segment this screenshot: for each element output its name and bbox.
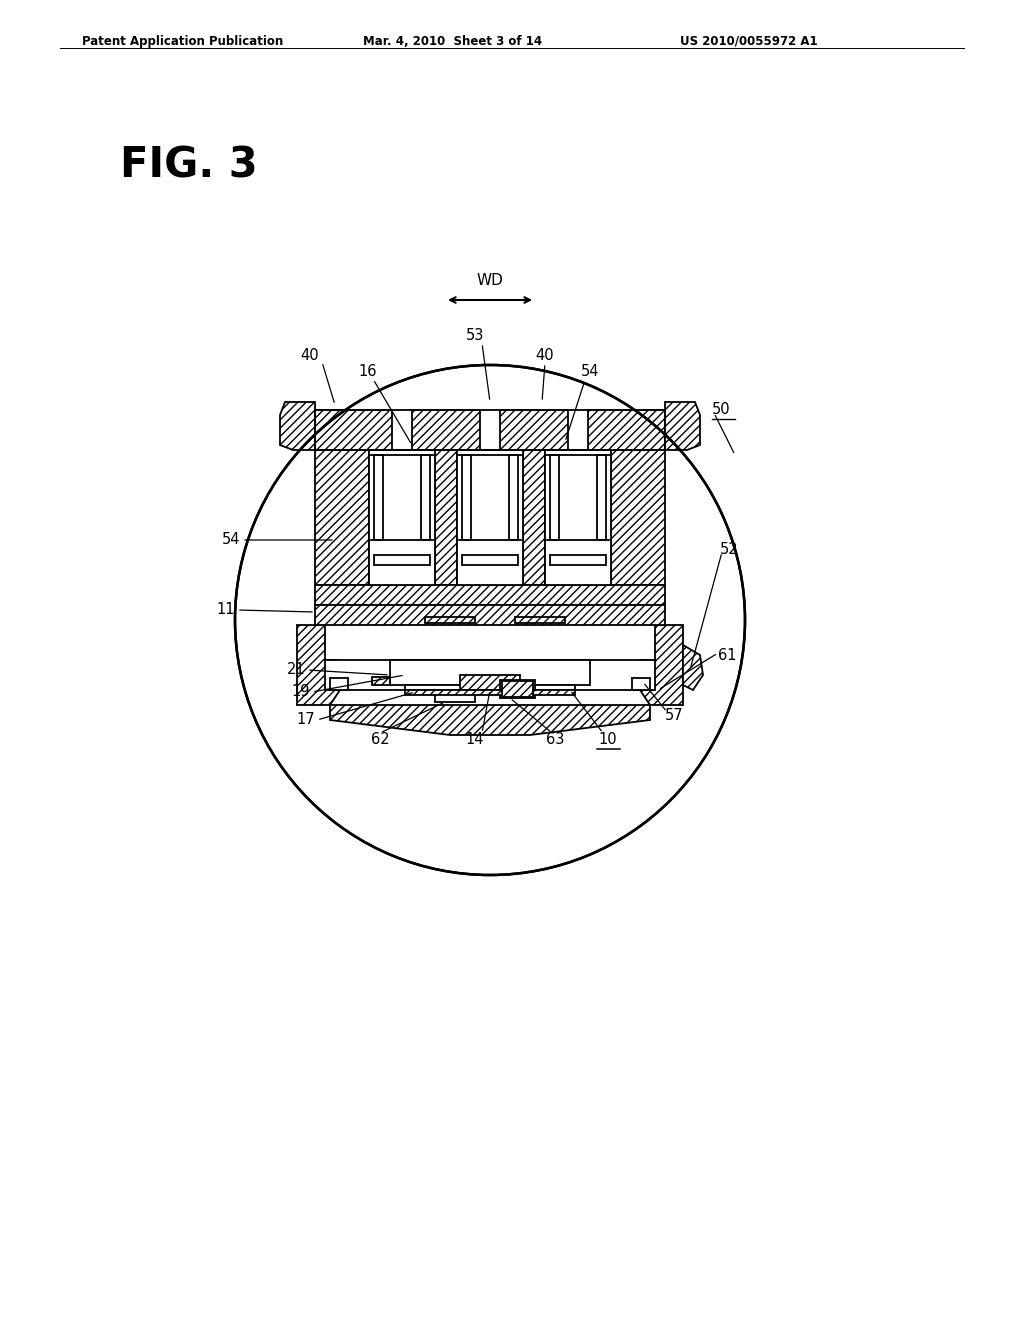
Bar: [509, 455, 518, 540]
Polygon shape: [315, 605, 665, 624]
Bar: [421, 455, 430, 540]
Bar: [462, 455, 471, 540]
Polygon shape: [683, 645, 703, 690]
Polygon shape: [460, 675, 520, 690]
Polygon shape: [297, 624, 340, 705]
Polygon shape: [611, 450, 665, 585]
Text: 63: 63: [546, 733, 564, 747]
Bar: [550, 554, 606, 565]
Bar: [374, 554, 430, 565]
Text: Mar. 4, 2010  Sheet 3 of 14: Mar. 4, 2010 Sheet 3 of 14: [362, 36, 542, 48]
Polygon shape: [515, 616, 565, 623]
Text: 40: 40: [536, 347, 554, 363]
Text: 52: 52: [720, 543, 738, 557]
Text: Patent Application Publication: Patent Application Publication: [82, 36, 284, 48]
Polygon shape: [425, 616, 475, 623]
Text: 62: 62: [371, 733, 389, 747]
Polygon shape: [315, 411, 665, 450]
Bar: [369, 450, 435, 585]
Text: US 2010/0055972 A1: US 2010/0055972 A1: [680, 36, 817, 48]
Bar: [500, 680, 535, 698]
Text: 16: 16: [358, 364, 377, 380]
Bar: [406, 685, 575, 690]
Bar: [390, 660, 590, 685]
Polygon shape: [502, 681, 534, 697]
Text: 21: 21: [287, 663, 305, 677]
Text: 17: 17: [296, 713, 315, 727]
Text: 53: 53: [466, 327, 484, 342]
Text: 57: 57: [665, 708, 684, 722]
Bar: [457, 450, 523, 585]
Text: 14: 14: [466, 733, 484, 747]
Text: 54: 54: [221, 532, 240, 548]
Text: WD: WD: [476, 273, 504, 288]
Polygon shape: [406, 690, 575, 696]
Polygon shape: [280, 403, 315, 450]
Bar: [462, 554, 518, 565]
Bar: [325, 660, 655, 690]
Polygon shape: [372, 677, 390, 685]
Bar: [597, 455, 606, 540]
Text: 10: 10: [599, 733, 617, 747]
Text: 61: 61: [718, 648, 736, 663]
Bar: [374, 455, 383, 540]
Polygon shape: [640, 624, 683, 705]
Text: 19: 19: [292, 685, 310, 700]
Bar: [550, 455, 559, 540]
Polygon shape: [523, 450, 545, 585]
Text: 50: 50: [712, 403, 731, 417]
Bar: [392, 409, 412, 451]
Polygon shape: [435, 450, 457, 585]
Text: 40: 40: [301, 347, 319, 363]
Bar: [480, 409, 500, 451]
Text: 54: 54: [581, 364, 599, 380]
Bar: [545, 450, 611, 585]
Text: 11: 11: [216, 602, 234, 618]
Polygon shape: [315, 450, 369, 585]
Bar: [435, 690, 475, 702]
Bar: [568, 409, 588, 451]
Polygon shape: [330, 705, 650, 735]
Polygon shape: [665, 403, 700, 450]
Text: FIG. 3: FIG. 3: [120, 145, 258, 187]
Bar: [330, 678, 348, 690]
Polygon shape: [315, 585, 665, 605]
Bar: [632, 678, 650, 690]
